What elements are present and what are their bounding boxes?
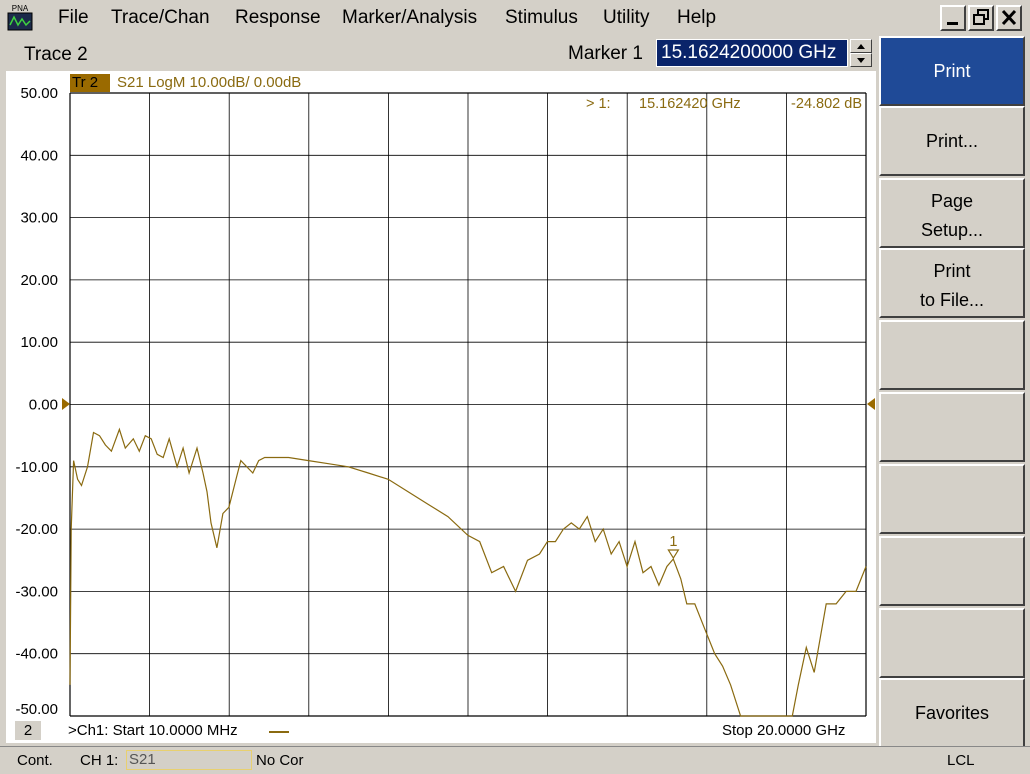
- menu-response[interactable]: Response: [235, 7, 321, 28]
- y-tick-label: 50.00: [20, 85, 58, 102]
- app-icon-label: PNA: [12, 4, 29, 13]
- y-axis-labels: 50.00 40.00 30.00 20.00 10.00 0.00 -10.00 -20.0…: [15, 85, 58, 718]
- y-tick-label: 40.00: [20, 147, 58, 164]
- active-trace-label: Trace 2: [24, 44, 88, 65]
- softkey-label: Print...: [925, 131, 978, 151]
- channel-badge[interactable]: 2: [15, 721, 41, 740]
- correction-status: No Cor: [256, 752, 304, 769]
- remote-status: LCL: [947, 752, 975, 769]
- softkey-label: to File...: [919, 290, 985, 310]
- softkey-5[interactable]: [879, 320, 1025, 390]
- menu-bar: PNA File Trace/Chan Response Marker/Anal…: [0, 0, 1030, 36]
- marker-label: Marker 1: [568, 43, 643, 64]
- softkey-2[interactable]: Print...: [879, 106, 1025, 176]
- trace-toolbar: Trace 2 Marker 1: [8, 36, 878, 70]
- chevron-down-icon: [857, 58, 865, 63]
- y-tick-label: 20.00: [20, 272, 58, 289]
- chevron-up-icon: [857, 44, 865, 49]
- trace-header: Tr 2 S21 LogM 10.00dB/ 0.00dB: [70, 73, 880, 92]
- softkey-8[interactable]: [879, 536, 1025, 606]
- minimize-button[interactable]: [940, 5, 966, 31]
- parameter-status: S21: [126, 750, 252, 770]
- y-tick-label: -20.00: [15, 521, 58, 538]
- y-tick-label: -10.00: [15, 459, 58, 476]
- menu-file[interactable]: File: [58, 7, 89, 28]
- softkey-1[interactable]: Print: [879, 36, 1025, 106]
- softkey-label: Print: [933, 61, 971, 81]
- softkey-label: Favorites: [914, 703, 990, 723]
- marker-frequency-input[interactable]: [656, 39, 848, 67]
- restore-button[interactable]: [968, 5, 994, 31]
- y-tick-label: 30.00: [20, 210, 58, 227]
- softkey-label: Setup...: [920, 220, 984, 240]
- y-tick-label: 10.00: [20, 334, 58, 351]
- sweep-mode-status: Cont.: [17, 752, 53, 769]
- restore-icon: [973, 9, 989, 25]
- pna-app-icon[interactable]: PNA: [5, 3, 35, 33]
- reference-left-arrow-icon: [62, 398, 70, 410]
- measurement-display: 50.00 40.00 30.00 20.00 10.00 0.00 -10.00 -20.0…: [6, 71, 876, 743]
- trace-legend-swatch: [269, 731, 289, 733]
- marker-readout-frequency: 15.162420 GHz: [639, 96, 741, 112]
- start-frequency-label: >Ch1: Start 10.0000 MHz: [68, 722, 238, 739]
- marker-spinner: [850, 39, 872, 67]
- spin-down-button[interactable]: [850, 53, 872, 67]
- plot-footer: 2 >Ch1: Start 10.0000 MHz Stop 20.0000 G…: [6, 719, 876, 741]
- channel-status: CH 1:: [80, 752, 119, 769]
- menu-marker-analysis[interactable]: Marker/Analysis: [342, 7, 478, 28]
- trace-plot[interactable]: 50.00 40.00 30.00 20.00 10.00 0.00 -10.00 -20.0…: [6, 71, 876, 743]
- plot-grid: [69, 92, 867, 717]
- close-icon: [1001, 9, 1017, 26]
- minimize-icon: [947, 22, 958, 25]
- reference-right-arrow-icon: [867, 398, 875, 410]
- marker-readout-id: > 1:: [586, 96, 611, 112]
- softkey-9[interactable]: [879, 608, 1025, 678]
- softkey-label: Page: [930, 191, 974, 211]
- marker-1-flag: 1: [669, 534, 677, 550]
- softkey-label: Print: [933, 261, 971, 281]
- y-tick-label: -30.00: [15, 583, 58, 600]
- softkey-4[interactable]: Print to File...: [879, 248, 1025, 318]
- menu-help[interactable]: Help: [677, 7, 717, 28]
- close-button[interactable]: [996, 5, 1022, 31]
- spin-up-button[interactable]: [850, 39, 872, 53]
- y-tick-label: -50.00: [15, 701, 58, 718]
- softkey-7[interactable]: [879, 464, 1025, 534]
- stop-frequency-label: Stop 20.0000 GHz: [722, 722, 846, 739]
- menu-utility[interactable]: Utility: [603, 7, 650, 28]
- s21-trace-line: [69, 427, 867, 717]
- marker-1-triangle: [667, 549, 680, 560]
- softkey-6[interactable]: [879, 392, 1025, 462]
- trace-definition: S21 LogM 10.00dB/ 0.00dB: [117, 74, 302, 91]
- softkey-3[interactable]: Page Setup...: [879, 178, 1025, 248]
- trace-tag[interactable]: Tr 2: [70, 74, 110, 92]
- y-tick-label: 0.00: [29, 397, 58, 414]
- menu-stimulus[interactable]: Stimulus: [505, 7, 578, 28]
- softkey-10[interactable]: Favorites: [879, 678, 1025, 748]
- status-bar: Cont. CH 1: S21 No Cor LCL: [0, 746, 1030, 774]
- y-tick-label: -40.00: [15, 646, 58, 663]
- menu-trace-chan[interactable]: Trace/Chan: [111, 7, 210, 28]
- marker-readout-value: -24.802 dB: [791, 96, 862, 112]
